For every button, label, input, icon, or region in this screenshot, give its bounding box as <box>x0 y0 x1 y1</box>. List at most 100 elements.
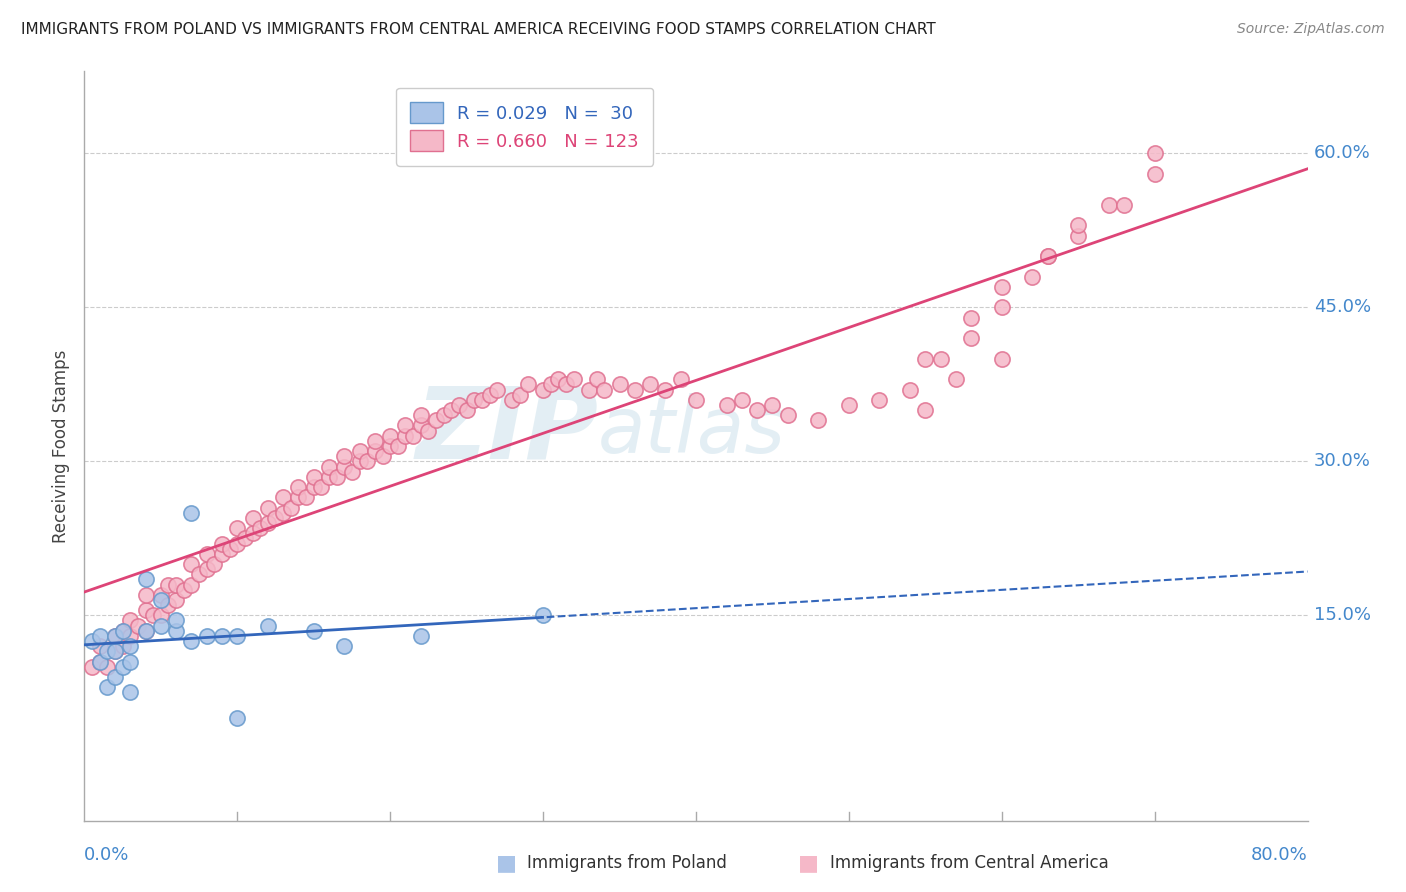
Point <box>111 624 134 638</box>
Point <box>242 526 264 541</box>
Point <box>302 480 325 494</box>
Text: Immigrants from Central America: Immigrants from Central America <box>830 855 1108 872</box>
Point <box>914 403 936 417</box>
Point <box>195 547 218 561</box>
Point <box>1067 228 1090 243</box>
Point <box>1036 249 1059 263</box>
Point <box>89 629 111 643</box>
Point <box>111 659 134 673</box>
Point <box>516 377 538 392</box>
Point <box>356 454 378 468</box>
Point <box>440 403 463 417</box>
Point <box>226 521 249 535</box>
Point <box>731 392 754 407</box>
Point <box>180 577 202 591</box>
Point <box>716 398 738 412</box>
Point <box>218 541 240 556</box>
Point <box>135 573 157 587</box>
Point <box>318 470 340 484</box>
Point <box>898 383 921 397</box>
Point <box>149 593 172 607</box>
Point <box>104 629 127 643</box>
Point <box>89 639 111 653</box>
Point <box>540 377 562 392</box>
Point <box>180 506 202 520</box>
Point <box>311 480 333 494</box>
Point <box>463 392 485 407</box>
Point <box>135 603 157 617</box>
Point <box>838 398 860 412</box>
Point <box>555 377 578 392</box>
Point <box>669 372 692 386</box>
Point <box>287 491 309 505</box>
Point <box>991 280 1014 294</box>
Point <box>349 454 371 468</box>
Point <box>654 383 676 397</box>
Point <box>302 624 325 638</box>
Point <box>165 593 187 607</box>
Point <box>111 639 134 653</box>
Point <box>302 470 325 484</box>
Point <box>609 377 631 392</box>
Point <box>371 450 394 464</box>
Point <box>242 511 264 525</box>
Point <box>593 383 616 397</box>
Point <box>120 655 142 669</box>
Point <box>180 557 202 571</box>
Point <box>111 624 134 638</box>
Point <box>638 377 661 392</box>
Point <box>202 557 225 571</box>
Point <box>226 629 249 643</box>
Text: IMMIGRANTS FROM POLAND VS IMMIGRANTS FROM CENTRAL AMERICA RECEIVING FOOD STAMPS : IMMIGRANTS FROM POLAND VS IMMIGRANTS FRO… <box>21 22 936 37</box>
Point <box>280 500 302 515</box>
Point <box>929 351 952 366</box>
Point <box>333 459 356 474</box>
Point <box>945 372 967 386</box>
Point <box>547 372 569 386</box>
Point <box>509 387 531 401</box>
Point <box>333 639 356 653</box>
Text: 60.0%: 60.0% <box>1313 145 1371 162</box>
Point <box>96 644 118 658</box>
Point <box>349 444 371 458</box>
Point <box>271 506 294 520</box>
Point <box>1143 146 1166 161</box>
Point <box>96 659 118 673</box>
Text: 0.0%: 0.0% <box>84 847 129 864</box>
Text: 15.0%: 15.0% <box>1313 607 1371 624</box>
Point <box>531 383 554 397</box>
Point <box>157 598 180 612</box>
Point <box>991 351 1014 366</box>
Text: ■: ■ <box>496 854 516 873</box>
Point <box>249 521 271 535</box>
Legend: R = 0.029   N =  30, R = 0.660   N = 123: R = 0.029 N = 30, R = 0.660 N = 123 <box>396 88 654 166</box>
Point <box>188 567 211 582</box>
Point <box>409 629 432 643</box>
Text: 80.0%: 80.0% <box>1251 847 1308 864</box>
Point <box>226 536 249 550</box>
Point <box>165 624 187 638</box>
Point <box>364 444 387 458</box>
Point <box>531 608 554 623</box>
Point <box>195 629 218 643</box>
Point <box>486 383 509 397</box>
Point <box>173 582 195 597</box>
Point <box>869 392 891 407</box>
Point <box>257 516 280 530</box>
Point <box>562 372 585 386</box>
Point <box>233 532 256 546</box>
Point <box>80 659 103 673</box>
Point <box>257 618 280 632</box>
Point <box>761 398 783 412</box>
Text: 45.0%: 45.0% <box>1313 299 1371 317</box>
Point <box>409 418 432 433</box>
Point <box>807 413 830 427</box>
Point <box>264 511 287 525</box>
Point <box>80 634 103 648</box>
Point <box>149 608 172 623</box>
Point <box>165 577 187 591</box>
Point <box>340 465 363 479</box>
Point <box>380 439 402 453</box>
Point <box>333 450 356 464</box>
Point <box>685 392 707 407</box>
